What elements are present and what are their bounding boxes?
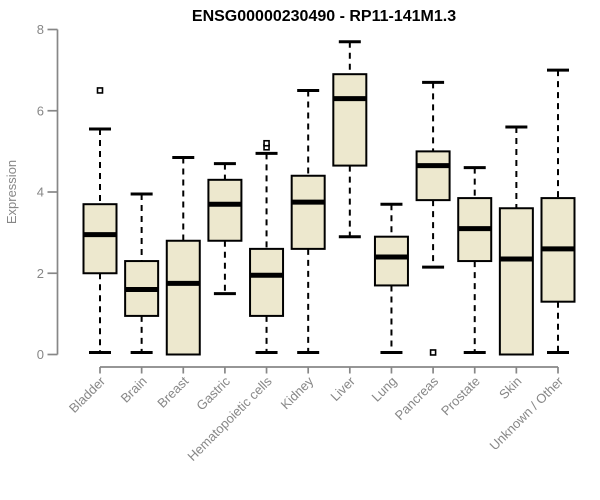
x-category-label-unknown-other: Unknown / Other xyxy=(487,373,567,453)
y-tick-label-4: 4 xyxy=(37,185,44,200)
outlier-hematopoietic-cells-1 xyxy=(263,139,270,147)
box-liver xyxy=(332,73,368,167)
box-skin xyxy=(498,207,534,356)
box-gastric xyxy=(207,178,243,242)
x-category-label-bladder: Bladder xyxy=(66,373,109,416)
x-category-label-liver: Liver xyxy=(327,373,358,404)
x-category-label-pancreas: Pancreas xyxy=(392,373,442,423)
y-tick-label-6: 6 xyxy=(37,103,44,118)
x-category-label-breast: Breast xyxy=(154,373,191,410)
box-lung xyxy=(373,235,409,287)
x-category-label-brain: Brain xyxy=(118,374,150,406)
box-bladder xyxy=(82,203,118,275)
outlier-pancreas-0 xyxy=(429,349,437,356)
y-tick-label-8: 8 xyxy=(37,22,44,37)
y-axis-title: Expression xyxy=(4,160,19,224)
x-category-label-kidney: Kidney xyxy=(278,373,317,412)
outlier-bladder-0 xyxy=(96,87,104,94)
y-tick-label-0: 0 xyxy=(37,347,44,362)
y-tick-label-2: 2 xyxy=(37,266,44,281)
box-kidney xyxy=(290,174,326,250)
x-category-label-skin: Skin xyxy=(496,374,524,402)
box-series xyxy=(82,40,576,356)
box-hematopoietic-cells xyxy=(249,247,285,317)
x-category-label-gastric: Gastric xyxy=(193,373,233,413)
box-pancreas xyxy=(415,150,451,202)
chart-title: ENSG00000230490 - RP11-141M1.3 xyxy=(192,8,456,25)
box-breast xyxy=(165,239,201,356)
x-category-label-lung: Lung xyxy=(369,374,400,405)
x-category-label-prostate: Prostate xyxy=(438,374,483,419)
